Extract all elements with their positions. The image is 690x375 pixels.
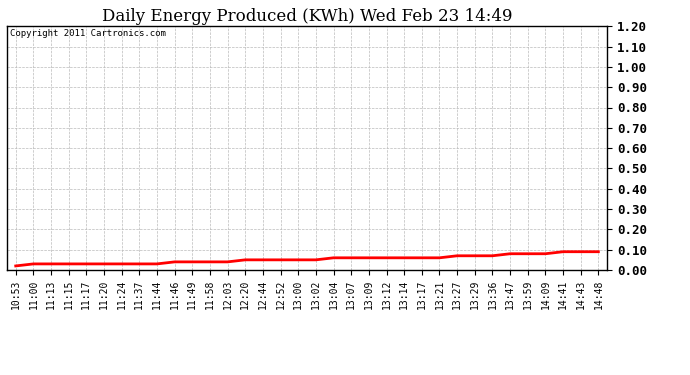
Text: Copyright 2011 Cartronics.com: Copyright 2011 Cartronics.com	[10, 29, 166, 38]
Title: Daily Energy Produced (KWh) Wed Feb 23 14:49: Daily Energy Produced (KWh) Wed Feb 23 1…	[102, 8, 512, 25]
